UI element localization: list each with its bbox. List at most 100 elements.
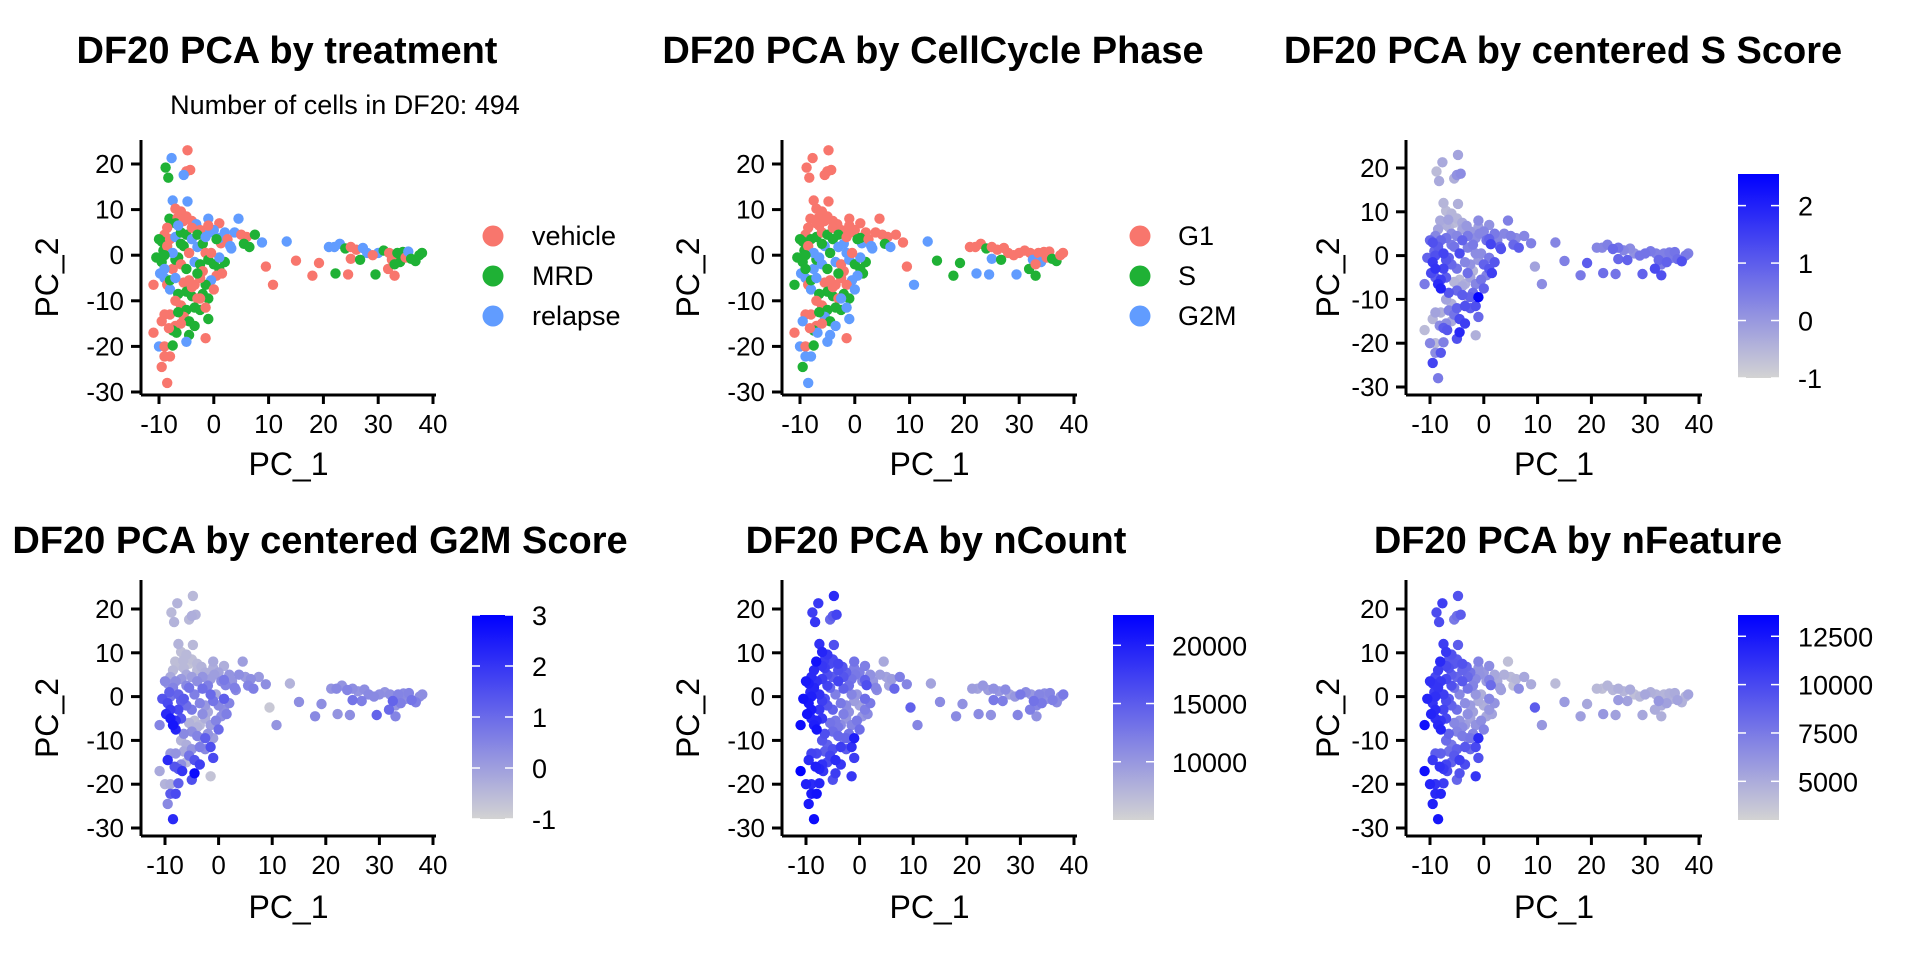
data-point: [819, 728, 830, 739]
data-point: [330, 268, 341, 279]
data-point: [183, 717, 195, 729]
x-axis-label: PC_1: [889, 889, 969, 925]
data-point: [218, 693, 230, 704]
data-point: [1672, 694, 1683, 706]
y-tick-label: -30: [727, 377, 765, 407]
data-point: [1438, 638, 1449, 650]
data-point: [983, 269, 995, 280]
data-point: [841, 333, 852, 344]
data-point: [1529, 702, 1541, 713]
data-point: [167, 263, 178, 275]
data-point: [800, 341, 811, 352]
colorbar-legend: 2 1 0 -1: [1738, 174, 1822, 394]
data-point: [1473, 733, 1484, 744]
data-point: [1449, 276, 1460, 288]
y-tick-label: -10: [727, 286, 765, 316]
data-point: [792, 252, 803, 263]
data-point: [803, 754, 814, 766]
data-point: [208, 284, 219, 295]
data-point: [1015, 689, 1026, 700]
legend-item-g2m[interactable]: G2M: [1129, 301, 1237, 331]
data-point: [934, 696, 946, 708]
y-tick-label: 0: [751, 682, 765, 712]
data-point: [803, 377, 814, 389]
data-point: [281, 236, 292, 247]
data-point: [203, 220, 214, 231]
colorbar-tick-label: 2: [1798, 192, 1813, 222]
data-point: [1656, 270, 1667, 281]
data-point: [846, 689, 857, 700]
data-point: [849, 284, 860, 295]
data-point: [200, 302, 211, 313]
data-point: [1435, 656, 1446, 667]
data-point: [1575, 270, 1586, 281]
data-point: [849, 733, 860, 744]
x-tick-label: 10: [1523, 409, 1552, 439]
data-point: [1559, 696, 1570, 708]
y-tick-label: 0: [751, 240, 765, 270]
data-point: [186, 610, 197, 622]
data-point: [166, 607, 177, 618]
data-point: [167, 247, 178, 259]
data-point: [886, 673, 897, 685]
data-point: [1454, 754, 1465, 766]
data-point: [1602, 680, 1613, 691]
data-point: [1649, 704, 1661, 715]
data-point: [159, 250, 170, 261]
data-point: [1422, 693, 1433, 704]
data-point: [170, 748, 181, 759]
legend-item-vehicle[interactable]: vehicle: [482, 221, 617, 251]
panel-nfeature: DF20 PCA by nFeature -30 -20 -10 0 10 20 -10 0 1…: [1310, 520, 1873, 925]
data-point: [805, 351, 817, 362]
data-point: [795, 719, 806, 731]
data-point: [811, 656, 822, 667]
colorbar-tick-label: 7500: [1798, 719, 1858, 749]
x-tick-label: 10: [254, 409, 283, 439]
scatter-points: [1419, 590, 1694, 825]
data-point: [267, 279, 279, 290]
data-point: [995, 254, 1007, 265]
data-point: [810, 761, 821, 772]
legend-item-relapse[interactable]: relapse: [482, 301, 621, 331]
data-point: [1030, 259, 1041, 270]
data-point: [205, 741, 216, 753]
data-point: [1452, 590, 1464, 602]
data-point: [208, 752, 219, 764]
colorbar-legend: 20000 15000 10000: [1113, 615, 1247, 820]
data-point: [1653, 695, 1664, 707]
data-point: [823, 196, 834, 207]
y-tick-label: 20: [1360, 153, 1389, 183]
y-tick-label: -30: [1351, 372, 1389, 402]
data-point: [833, 229, 844, 240]
legend-item-g1[interactable]: G1: [1129, 221, 1215, 251]
data-point: [800, 250, 811, 261]
data-point: [1486, 267, 1498, 279]
data-point: [213, 724, 224, 735]
data-point: [1008, 250, 1019, 261]
data-point: [342, 684, 353, 696]
colorbar-legend: 12500 10000 7500 5000: [1738, 615, 1873, 820]
data-point: [1058, 689, 1069, 700]
data-point: [861, 680, 872, 691]
data-point: [1478, 283, 1490, 294]
data-point: [248, 683, 259, 694]
legend-item-mrd[interactable]: MRD: [482, 261, 594, 291]
data-point: [162, 754, 173, 766]
data-point: [1598, 708, 1609, 720]
data-point: [828, 639, 840, 651]
data-point: [1475, 274, 1487, 285]
data-point: [1465, 733, 1476, 744]
data-point: [1489, 257, 1500, 268]
legend-item-s[interactable]: S: [1129, 261, 1197, 291]
colorbar-tick-label: 20000: [1172, 631, 1247, 661]
y-tick-label: 0: [1375, 241, 1389, 271]
data-point: [1661, 698, 1672, 709]
scatter-points: [789, 145, 1069, 389]
data-point: [835, 698, 846, 709]
data-point: [233, 669, 245, 680]
y-tick-label: -30: [1351, 813, 1389, 843]
legend-key-dot: [482, 225, 504, 247]
data-point: [874, 669, 886, 680]
data-point: [167, 340, 178, 351]
data-point: [1454, 248, 1465, 259]
